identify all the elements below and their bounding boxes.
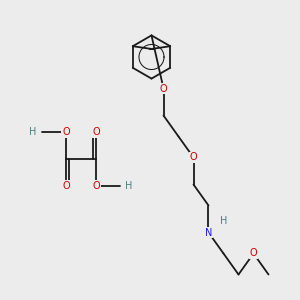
Text: H: H — [29, 127, 37, 137]
Text: O: O — [250, 248, 257, 259]
Text: O: O — [190, 152, 197, 163]
Text: O: O — [92, 181, 100, 191]
Text: O: O — [62, 127, 70, 137]
Text: O: O — [160, 83, 167, 94]
Text: O: O — [62, 181, 70, 191]
Text: O: O — [92, 127, 100, 137]
Text: H: H — [220, 215, 228, 226]
Text: N: N — [205, 227, 212, 238]
Text: H: H — [125, 181, 133, 191]
